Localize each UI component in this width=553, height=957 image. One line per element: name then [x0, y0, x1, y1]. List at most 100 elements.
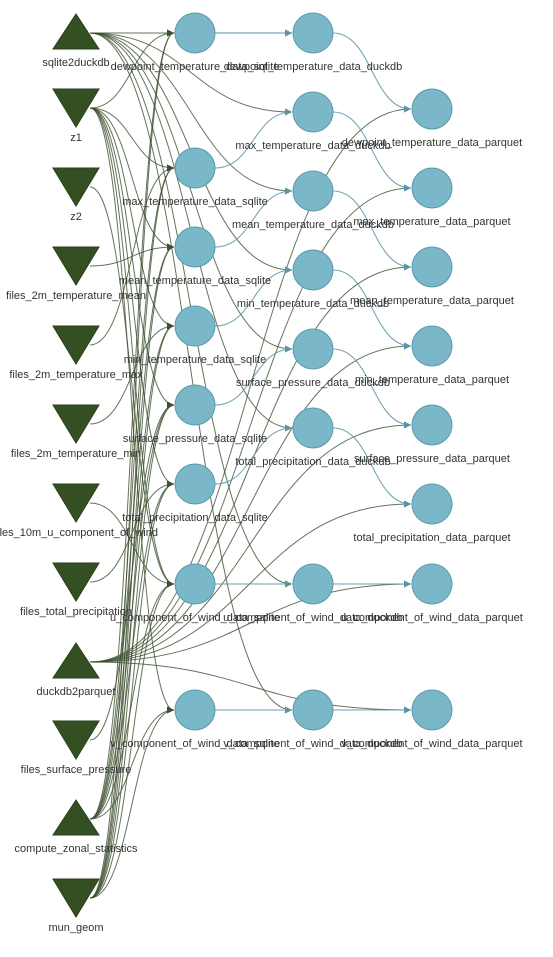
nodes-layer: [52, 12, 453, 918]
edge-max-temperature-data-duckdb-to-max-temperature-data-parquet: [332, 111, 412, 192]
edge-compute-zonal-statistics-to-dewpoint-temperature-data-sqlite: [89, 29, 175, 820]
edge-mean-temperature-data-sqlite-to-mean-temperature-data-duckdb: [214, 187, 293, 248]
duckdb-node-total-precipitation-data-duckdb[interactable]: [292, 407, 334, 449]
edge-duckdb2parquet-to-min-temperature-data-parquet: [89, 342, 412, 663]
target-node-mun-geom[interactable]: [52, 878, 100, 918]
node-label: v_component_of_wind_data_parquet: [341, 738, 522, 750]
node-label: z1: [70, 132, 82, 144]
edge-sqlite2duckdb-to-v-component-of-wind-data-duckdb: [89, 32, 293, 714]
edge-surface-pressure-data-sqlite-to-surface-pressure-data-duckdb: [214, 345, 293, 406]
edge-z1-to-mean-temperature-data-sqlite: [89, 107, 175, 251]
edge-mean-temperature-data-duckdb-to-mean-temperature-data-parquet: [332, 190, 412, 271]
sqlite-node-u-component-of-wind-data-sqlite[interactable]: [174, 563, 216, 605]
edge-z1-to-min-temperature-data-sqlite: [89, 107, 175, 330]
parquet-node-u-component-of-wind-data-parquet[interactable]: [411, 563, 453, 605]
node-label: sqlite2duckdb: [42, 57, 109, 69]
duckdb-node-u-component-of-wind-data-duckdb[interactable]: [292, 563, 334, 605]
edge-total-precipitation-data-sqlite-to-total-precipitation-data-duckdb: [214, 424, 293, 485]
target-node-z1[interactable]: [52, 88, 100, 128]
node-label: files_2m_temperature_min: [11, 448, 141, 460]
edge-duckdb2parquet-to-v-component-of-wind-data-parquet: [89, 661, 412, 714]
edge-z1-to-dewpoint-temperature-data-sqlite: [89, 29, 175, 109]
target-node-compute-zonal-statistics[interactable]: [52, 799, 100, 836]
node-label: files_total_precipitation: [20, 606, 132, 618]
edge-duckdb2parquet-to-max-temperature-data-parquet: [89, 184, 412, 663]
node-label: max_temperature_data_sqlite: [122, 196, 268, 208]
edge-sqlite2duckdb-to-max-temperature-data-duckdb: [89, 32, 293, 116]
node-label: files_2m_temperature_mean: [6, 290, 146, 302]
parquet-node-v-component-of-wind-data-parquet[interactable]: [411, 689, 453, 731]
node-label: surface_pressure_data_duckdb: [236, 377, 390, 389]
node-label: u_component_of_wind_data_duckdb: [223, 612, 403, 624]
node-label: mun_geom: [48, 922, 103, 934]
edge-z1-to-v-component-of-wind-data-sqlite: [89, 107, 175, 714]
node-label: surface_pressure_data_sqlite: [123, 433, 267, 445]
node-label: files_2m_temperature_max: [9, 369, 143, 381]
duckdb-node-min-temperature-data-duckdb[interactable]: [292, 249, 334, 291]
edges-layer: [89, 29, 412, 899]
edge-mun-geom-to-surface-pressure-data-sqlite: [89, 401, 175, 899]
edge-sqlite2duckdb-to-mean-temperature-data-duckdb: [89, 32, 293, 195]
target-node-duckdb2parquet[interactable]: [52, 642, 100, 679]
parquet-node-dewpoint-temperature-data-parquet[interactable]: [411, 88, 453, 130]
parquet-node-total-precipitation-data-parquet[interactable]: [411, 483, 453, 525]
edge-sqlite2duckdb-to-surface-pressure-data-duckdb: [89, 32, 293, 353]
node-label: mean_temperature_data_duckdb: [232, 219, 394, 231]
edge-mun-geom-to-dewpoint-temperature-data-sqlite: [89, 29, 175, 899]
edge-files-10m-u-component-of-wind-to-u-component-of-wind-data-sqlite: [89, 502, 175, 588]
edge-max-temperature-data-sqlite-to-max-temperature-data-duckdb: [214, 108, 293, 169]
node-label: surface_pressure_data_parquet: [354, 453, 510, 465]
edge-mun-geom-to-mean-temperature-data-sqlite: [89, 243, 175, 899]
target-node-files-surface-pressure[interactable]: [52, 720, 100, 760]
node-label: total_precipitation_data_parquet: [353, 532, 510, 544]
node-label: min_temperature_data_duckdb: [237, 298, 389, 310]
sqlite-node-min-temperature-data-sqlite[interactable]: [174, 305, 216, 347]
sqlite-node-v-component-of-wind-data-sqlite[interactable]: [174, 689, 216, 731]
target-node-sqlite2duckdb[interactable]: [52, 13, 100, 50]
edge-min-temperature-data-duckdb-to-min-temperature-data-parquet: [332, 269, 412, 350]
sqlite-node-surface-pressure-data-sqlite[interactable]: [174, 384, 216, 426]
node-label: v_component_of_wind_data_sqlite: [110, 738, 279, 750]
parquet-node-surface-pressure-data-parquet[interactable]: [411, 404, 453, 446]
target-node-files-total-precipitation[interactable]: [52, 562, 100, 602]
parquet-node-max-temperature-data-parquet[interactable]: [411, 167, 453, 209]
node-label: max_temperature_data_duckdb: [235, 140, 390, 152]
node-label: compute_zonal_statistics: [15, 843, 138, 855]
edge-files-2m-temperature-max-to-max-temperature-data-sqlite: [89, 164, 175, 346]
duckdb-node-max-temperature-data-duckdb[interactable]: [292, 91, 334, 133]
sqlite-node-total-precipitation-data-sqlite[interactable]: [174, 463, 216, 505]
edge-duckdb2parquet-to-u-component-of-wind-data-parquet: [89, 580, 412, 663]
sqlite-node-dewpoint-temperature-data-sqlite[interactable]: [174, 12, 216, 54]
node-label: dewpoint_temperature_data_sqlite: [111, 61, 280, 73]
parquet-node-mean-temperature-data-parquet[interactable]: [411, 246, 453, 288]
edge-dewpoint-temperature-data-duckdb-to-dewpoint-temperature-data-parquet: [332, 32, 412, 113]
edge-z1-to-max-temperature-data-sqlite: [89, 107, 175, 172]
node-label: mean_temperature_data_sqlite: [119, 275, 271, 287]
target-node-files-2m-temperature-mean[interactable]: [52, 246, 100, 286]
sqlite-node-mean-temperature-data-sqlite[interactable]: [174, 226, 216, 268]
edge-compute-zonal-statistics-to-max-temperature-data-sqlite: [89, 164, 175, 820]
node-label: total_precipitation_data_sqlite: [122, 512, 268, 524]
edge-compute-zonal-statistics-to-u-component-of-wind-data-sqlite: [89, 580, 175, 820]
parquet-node-min-temperature-data-parquet[interactable]: [411, 325, 453, 367]
node-label: files_surface_pressure: [21, 764, 132, 776]
node-label: duckdb2parquet: [37, 686, 116, 698]
node-label: u_component_of_wind_data_parquet: [341, 612, 523, 624]
target-node-z2[interactable]: [52, 167, 100, 207]
duckdb-node-surface-pressure-data-duckdb[interactable]: [292, 328, 334, 370]
edge-files-2m-temperature-min-to-min-temperature-data-sqlite: [89, 322, 175, 425]
target-node-files-10m-u-component-of-wind[interactable]: [52, 483, 100, 523]
edge-mun-geom-to-u-component-of-wind-data-sqlite: [89, 580, 175, 899]
node-label: mean_temperature_data_parquet: [350, 295, 514, 307]
edge-total-precipitation-data-duckdb-to-total-precipitation-data-parquet: [332, 427, 412, 508]
target-node-files-2m-temperature-min[interactable]: [52, 404, 100, 444]
target-node-files-2m-temperature-max[interactable]: [52, 325, 100, 365]
edge-z1-to-total-precipitation-data-sqlite: [89, 107, 175, 488]
duckdb-node-v-component-of-wind-data-duckdb[interactable]: [292, 689, 334, 731]
duckdb-node-dewpoint-temperature-data-duckdb[interactable]: [292, 12, 334, 54]
edge-mun-geom-to-max-temperature-data-sqlite: [89, 164, 175, 899]
sqlite-node-max-temperature-data-sqlite[interactable]: [174, 147, 216, 189]
duckdb-node-mean-temperature-data-duckdb[interactable]: [292, 170, 334, 212]
node-label: v_component_of_wind_data_duckdb: [223, 738, 402, 750]
